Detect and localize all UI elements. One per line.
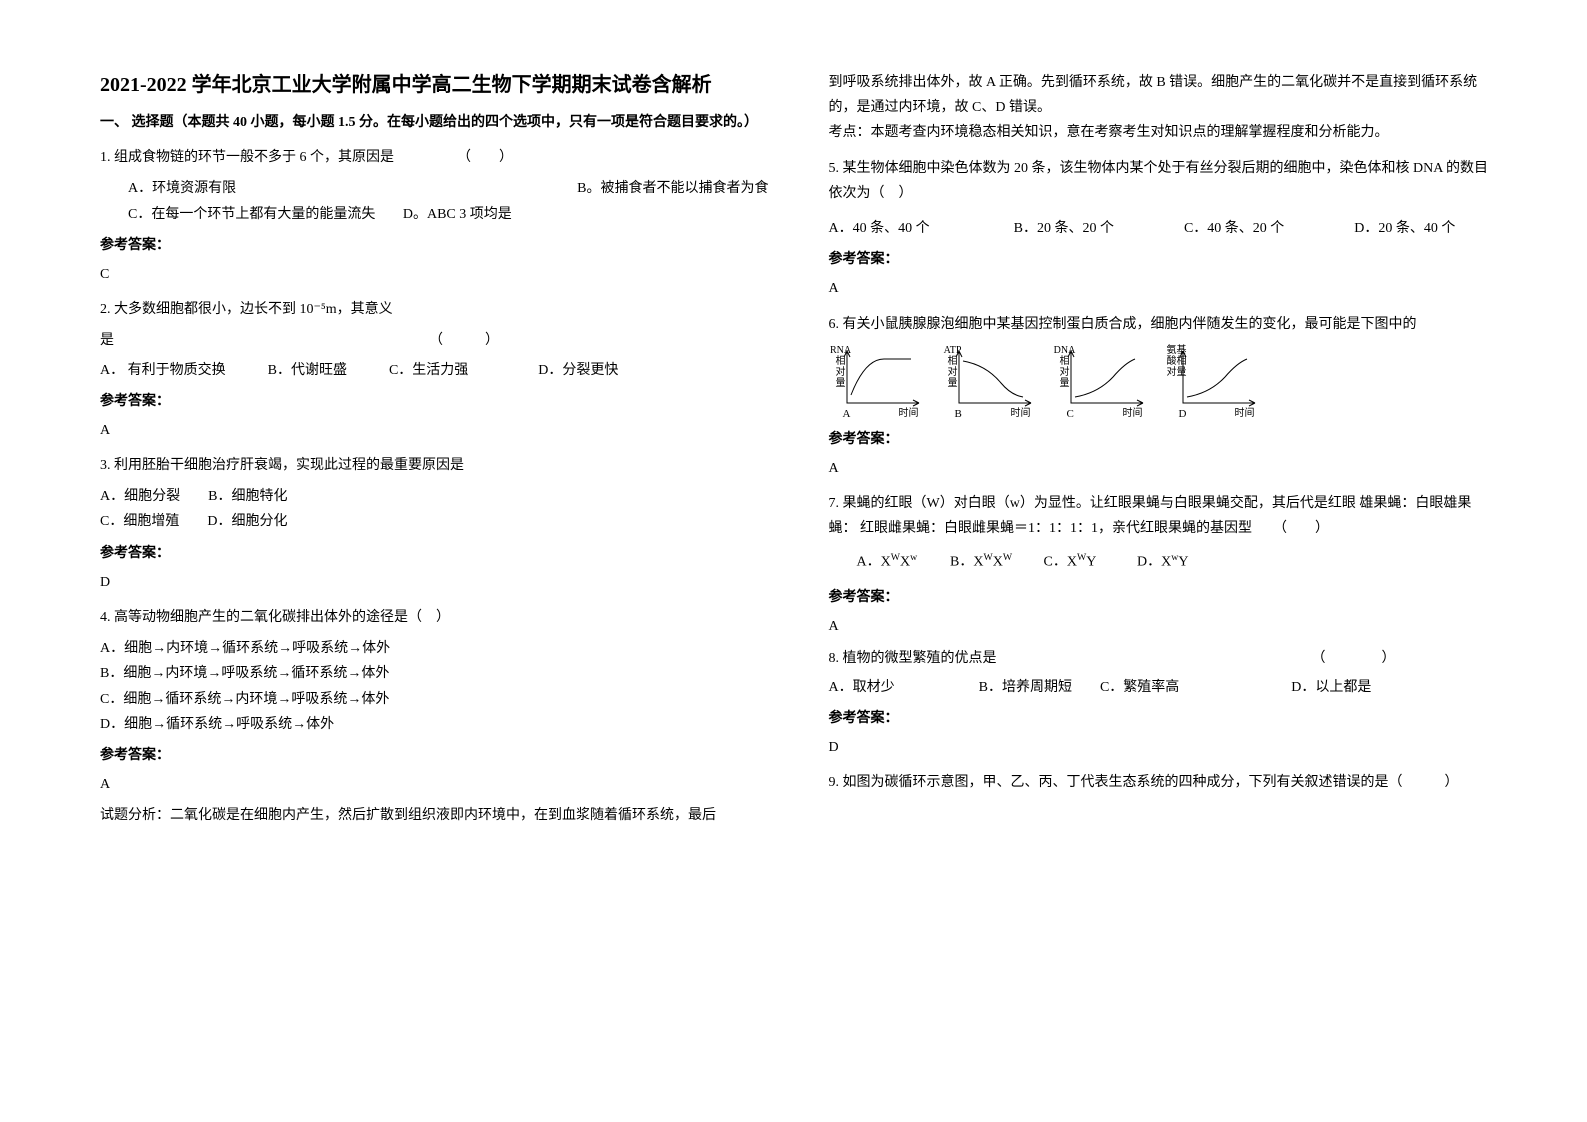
q8-ans-label: 参考答案： xyxy=(829,706,1498,731)
q7-opts: A．XWXw B．XWXW C．XWY D．XwY xyxy=(857,549,1498,575)
curve-B xyxy=(963,361,1023,397)
q4-explain-cont2: 考点：本题考查内环境稳态相关知识，意在考察考生对知识点的理解掌握程度和分析能力。 xyxy=(829,120,1498,145)
exam-title: 2021-2022 学年北京工业大学附属中学高二生物下学期期末试卷含解析 xyxy=(100,70,769,100)
q2-opts: A． 有利于物质交换 B．代谢旺盛 C．生活力强 D．分裂更快 xyxy=(100,358,769,383)
q4-optC: C．细胞→循环系统→内环境→呼吸系统→体外 xyxy=(100,687,769,712)
q6-ans-label: 参考答案： xyxy=(829,427,1498,452)
q3-optsAB: A．细胞分裂 B．细胞特化 xyxy=(100,484,769,509)
q8-opts: A．取材少 B．培养周期短 C．繁殖率高 D．以上都是 xyxy=(829,675,1498,700)
ylabel-A: RNA相对量 xyxy=(827,345,855,389)
q7-optD: D．XwY xyxy=(1137,549,1227,575)
q1-optB: B。被捕食者不能以捕食者为食 xyxy=(577,176,768,201)
clabel-D: D xyxy=(1179,405,1187,425)
q1-optD: D。ABC 3 项均是 xyxy=(403,207,512,222)
q5-ans: A xyxy=(829,276,1498,301)
xlabel-A: 时间 xyxy=(899,405,919,423)
q2-stem1: 2. 大多数细胞都很小，边长不到 10⁻⁵m，其意义 xyxy=(100,297,769,322)
curve-D xyxy=(1187,359,1247,397)
curve-C xyxy=(1075,359,1135,397)
q7-optB: B．XWXW xyxy=(950,549,1040,575)
xlabel-B: 时间 xyxy=(1011,405,1031,423)
q1-row1: A．环境资源有限 B。被捕食者不能以捕食者为食 xyxy=(100,176,769,201)
q1-row2: C．在每一个环节上都有大量的能量流失 D。ABC 3 项均是 xyxy=(100,202,769,227)
ylabel-C: DNA相对量 xyxy=(1051,345,1079,389)
q2-ans-label: 参考答案： xyxy=(100,389,769,414)
q4-ans: A xyxy=(100,772,769,797)
q1-ans: C xyxy=(100,262,769,287)
q7-optC: C．XWY xyxy=(1044,549,1134,575)
q7-ans: A xyxy=(829,614,1498,639)
q3-ans: D xyxy=(100,570,769,595)
clabel-B: B xyxy=(955,405,962,425)
q4-optD: D．细胞→循环系统→呼吸系统→体外 xyxy=(100,712,769,737)
q2-stem2: 是 （ ） xyxy=(100,328,769,353)
q3-stem: 3. 利用胚胎干细胞治疗肝衰竭，实现此过程的最重要原因是 xyxy=(100,453,769,478)
q5-stem: 5. 某生物体细胞中染色体数为 20 条，该生物体内某个处于有丝分裂后期的细胞中… xyxy=(829,156,1498,206)
q4-explain-cont1: 到呼吸系统排出体外，故 A 正确。先到循环系统，故 B 错误。细胞产生的二氧化碳… xyxy=(829,70,1498,120)
q7-ans-label: 参考答案： xyxy=(829,585,1498,610)
q3-optsCD: C．细胞增殖 D．细胞分化 xyxy=(100,509,769,534)
clabel-A: A xyxy=(843,405,851,425)
q6-chart-D: 氨基酸相对量 时间 D xyxy=(1165,343,1265,421)
ylabel-D: 氨基酸相对量 xyxy=(1163,345,1191,378)
q6-ans: A xyxy=(829,456,1498,481)
q1-ans-label: 参考答案： xyxy=(100,233,769,258)
q6-chart-A: RNA相对量 时间 A xyxy=(829,343,929,421)
ylabel-B: ATP相对量 xyxy=(939,345,967,389)
q6-stem: 6. 有关小鼠胰腺腺泡细胞中某基因控制蛋白质合成，细胞内伴随发生的变化，最可能是… xyxy=(829,312,1498,337)
q4-optB: B．细胞→内环境→呼吸系统→循环系统→体外 xyxy=(100,661,769,686)
q6-chart-B: ATP相对量 时间 B xyxy=(941,343,1041,421)
q2-ans: A xyxy=(100,418,769,443)
xlabel-D: 时间 xyxy=(1235,405,1255,423)
q4-optA: A．细胞→内环境→循环系统→呼吸系统→体外 xyxy=(100,636,769,661)
q8-ans: D xyxy=(829,735,1498,760)
q5-ans-label: 参考答案： xyxy=(829,247,1498,272)
q4-explain: 试题分析：二氧化碳是在细胞内产生，然后扩散到组织液即内环境中，在到血浆随着循环系… xyxy=(100,803,769,828)
q3-ans-label: 参考答案： xyxy=(100,541,769,566)
section1-head: 一、 选择题（本题共 40 小题，每小题 1.5 分。在每小题给出的四个选项中，… xyxy=(100,110,769,135)
xlabel-C: 时间 xyxy=(1123,405,1143,423)
left-column: 2021-2022 学年北京工业大学附属中学高二生物下学期期末试卷含解析 一、 … xyxy=(100,70,769,829)
q1-optC: C．在每一个环节上都有大量的能量流失 xyxy=(100,207,375,222)
q5-opts: A．40 条、40 个 B．20 条、20 个 C．40 条、20 个 D．20… xyxy=(829,216,1498,241)
q4-ans-label: 参考答案： xyxy=(100,743,769,768)
q1-stem: 1. 组成食物链的环节一般不多于 6 个，其原因是 （ ） xyxy=(100,145,769,170)
curve-A xyxy=(851,359,911,395)
clabel-C: C xyxy=(1067,405,1074,425)
q8-stem: 8. 植物的微型繁殖的优点是 （ ） xyxy=(829,646,1498,671)
q6-charts: RNA相对量 时间 A ATP相对量 时间 B xyxy=(829,343,1498,421)
right-column: 到呼吸系统排出体外，故 A 正确。先到循环系统，故 B 错误。细胞产生的二氧化碳… xyxy=(829,70,1498,829)
q7-optA: A．XWXw xyxy=(857,549,947,575)
q1-optA: A．环境资源有限 xyxy=(100,181,236,196)
q4-stem: 4. 高等动物细胞产生的二氧化碳排出体外的途径是（ ） xyxy=(100,605,769,630)
q7-stem: 7. 果蝇的红眼（W）对白眼（w）为显性。让红眼果蝇与白眼果蝇交配，其后代是红眼… xyxy=(829,491,1498,541)
q6-chart-C: DNA相对量 时间 C xyxy=(1053,343,1153,421)
q9-stem: 9. 如图为碳循环示意图，甲、乙、丙、丁代表生态系统的四种成分，下列有关叙述错误… xyxy=(829,770,1498,795)
